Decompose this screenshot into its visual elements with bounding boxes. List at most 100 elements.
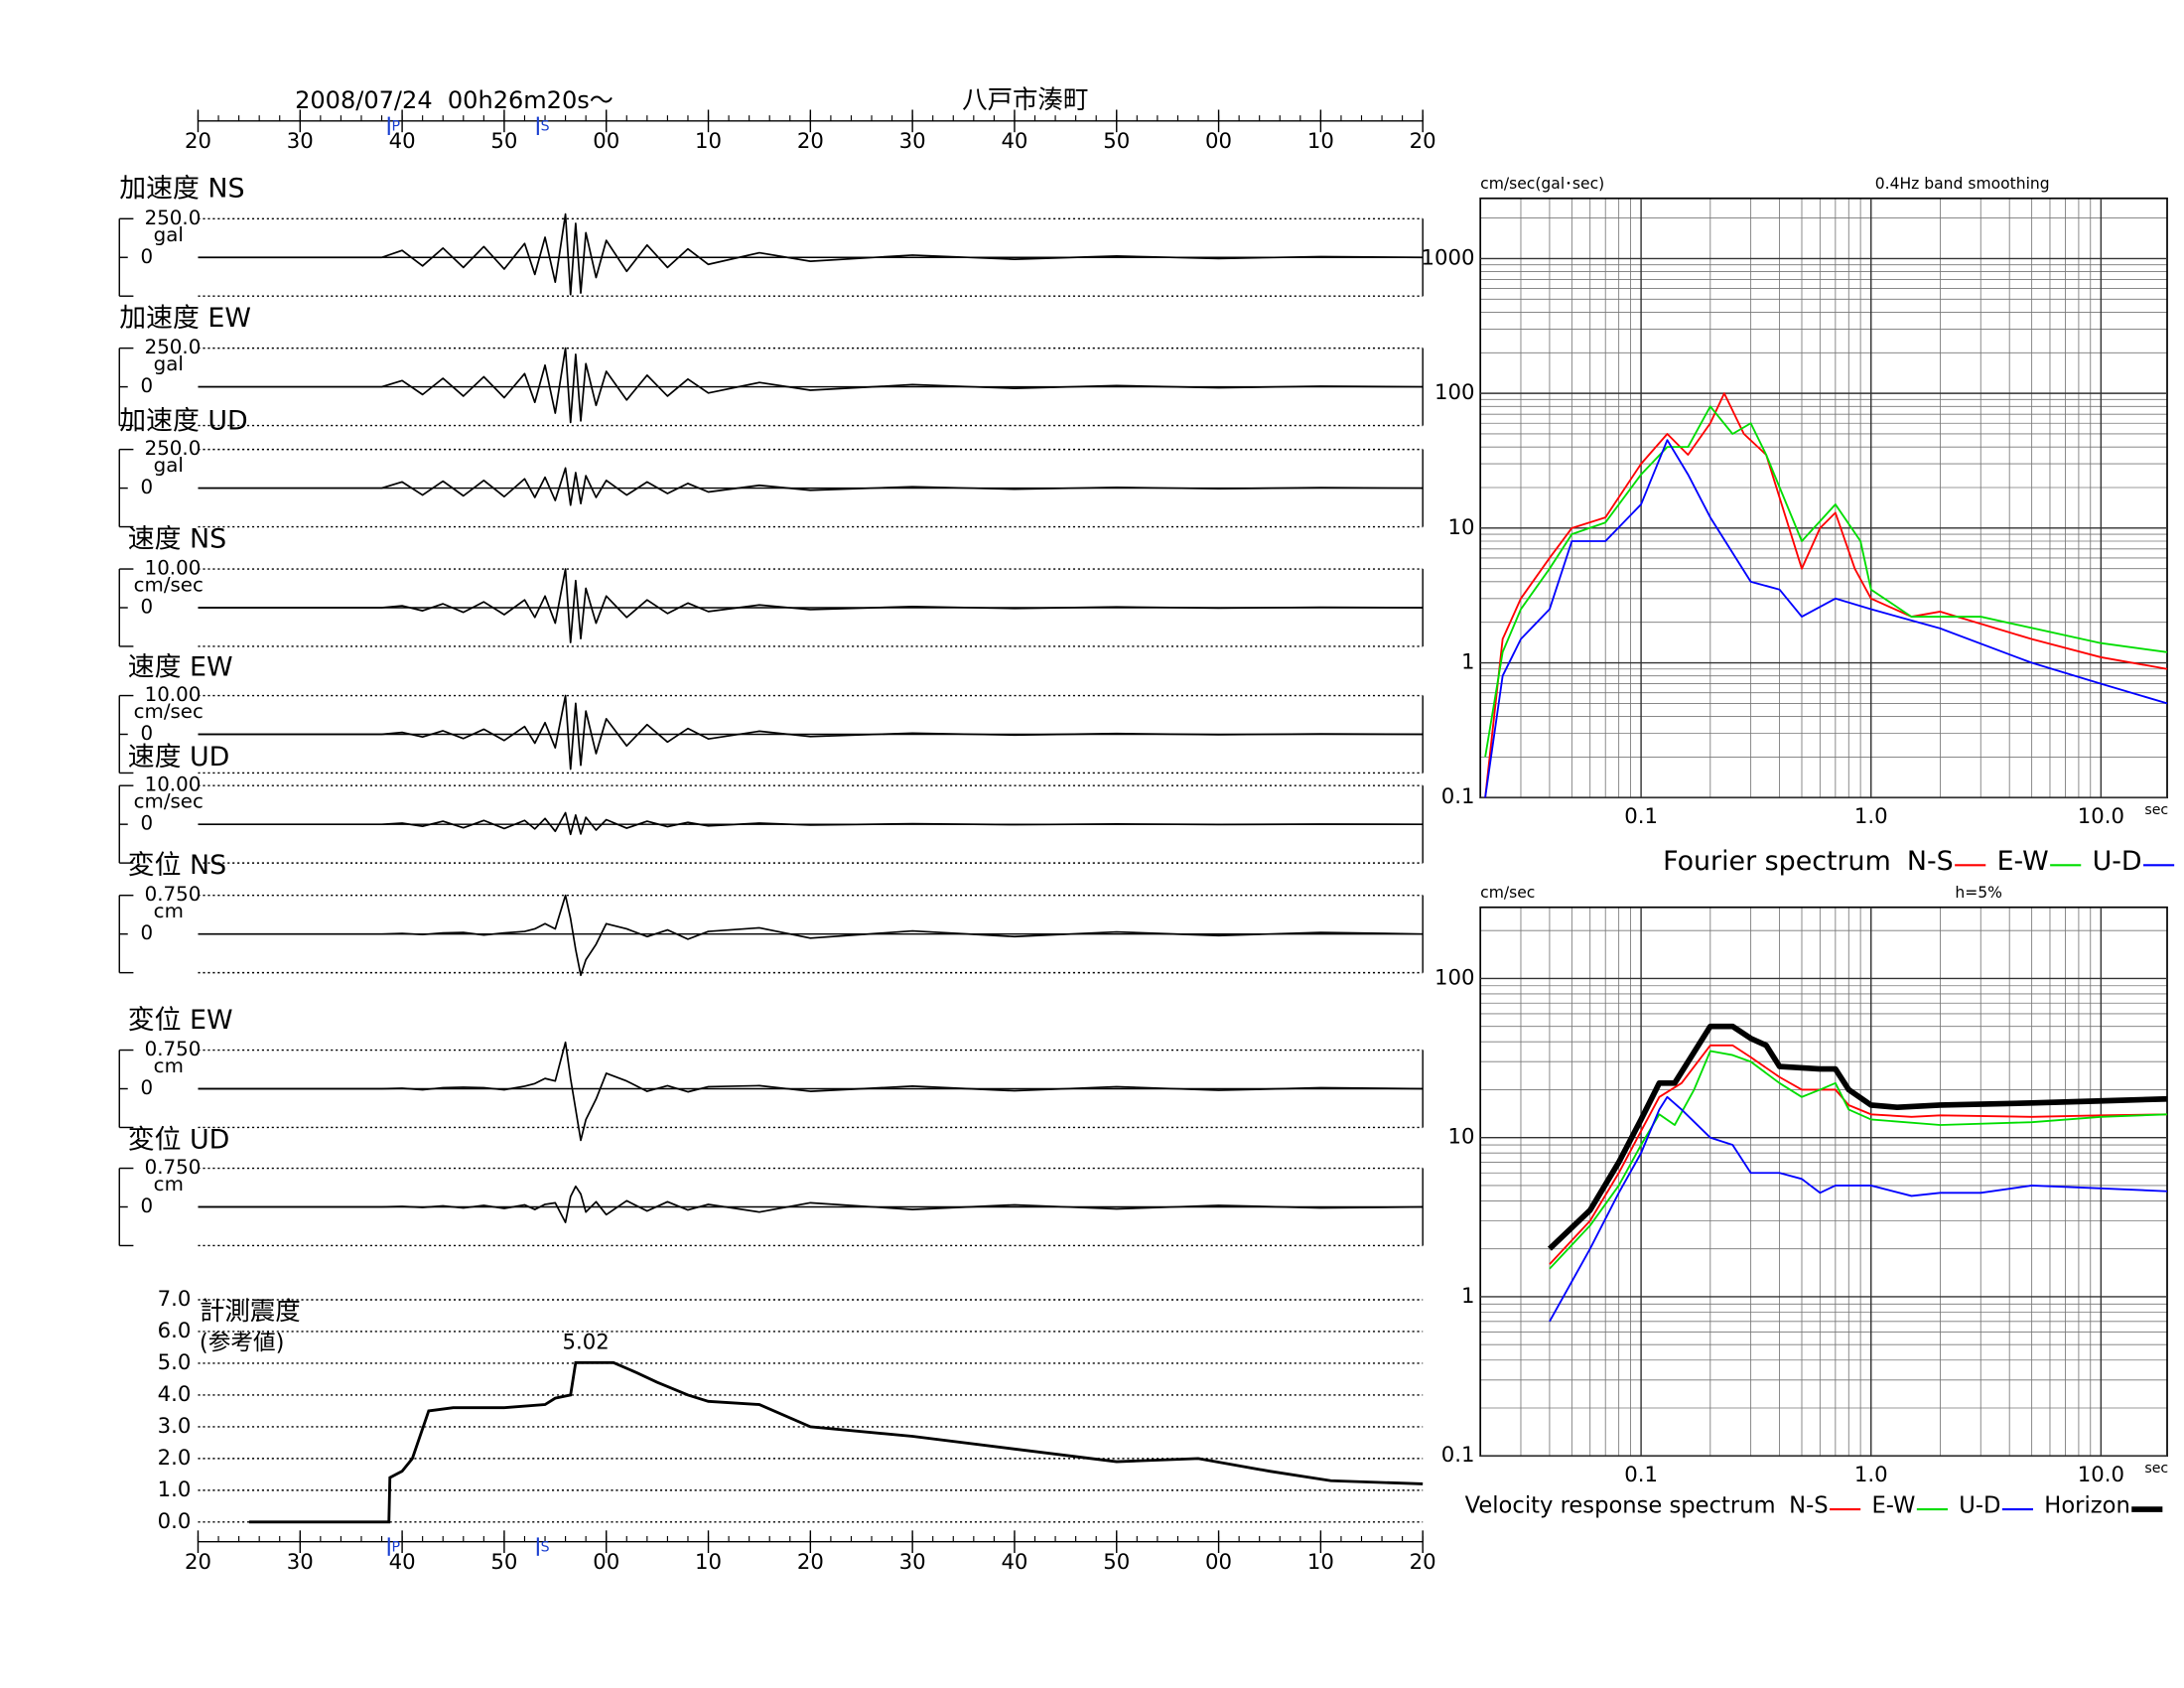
y-tick-label: 0.750 (145, 1156, 202, 1179)
intensity-title: 計測震度 (200, 1297, 301, 1327)
x-tick-label: 10 (1307, 129, 1334, 154)
trace (198, 1041, 1424, 1142)
x-tick-label: 50 (490, 129, 517, 154)
y-tick-label: 1000 (1422, 245, 1475, 270)
spectrum-line (1547, 1023, 2168, 1251)
x-tick-label: 00 (593, 129, 619, 154)
x-tick-label: 40 (389, 1550, 416, 1575)
y-axis-label: cm/sec (1480, 884, 1535, 902)
unit-label: gal (154, 352, 184, 375)
phase-label: S (541, 1539, 550, 1555)
y-tick-label: 0.1 (1441, 1443, 1475, 1468)
legend-entry: Horizon (2044, 1493, 2130, 1519)
x-tick-label: 1.0 (1854, 804, 1888, 829)
y-tick-label: 0.750 (145, 883, 202, 906)
y-tick-label: 7.0 (158, 1287, 192, 1312)
y-tick-label: 0 (140, 476, 153, 498)
panel-label: 変位 EW (128, 1005, 233, 1036)
trace (198, 1185, 1424, 1223)
y-tick-label: 0.750 (145, 1038, 202, 1060)
y-tick-label: 0.1 (1441, 784, 1475, 809)
y-tick-label: 1.0 (158, 1477, 192, 1502)
panel-label: 加速度 UD (119, 405, 247, 436)
panel-label: 変位 NS (128, 850, 226, 881)
note: h=5% (1955, 884, 2002, 902)
panel-label: 速度 EW (128, 651, 233, 682)
spectrum-line (1484, 392, 2168, 798)
legend-title: Fourier spectrum (1663, 846, 1891, 877)
y-tick-label: 1 (1461, 650, 1475, 675)
unit-label: cm/sec (134, 574, 204, 597)
unit-label: cm/sec (134, 790, 204, 813)
x-tick-label: 20 (797, 129, 824, 154)
x-tick-label: 50 (1103, 1550, 1130, 1575)
spectrum-line (1549, 1095, 2168, 1323)
station: 八戸市湊町 (962, 85, 1088, 115)
x-tick-label: 10 (1307, 1550, 1334, 1575)
unit-label: gal (154, 223, 184, 246)
x-tick-label: 00 (593, 1550, 619, 1575)
spectrum-line (1549, 1044, 2168, 1265)
x-tick-label: 0.1 (1624, 804, 1658, 829)
plot-frame (1479, 906, 2168, 1458)
y-tick-label: 5.0 (158, 1350, 192, 1375)
legend-entry: N-S (1789, 1493, 1828, 1519)
y-tick-label: 10 (1448, 1125, 1475, 1150)
unit-label: gal (154, 454, 184, 477)
x-tick-label: 30 (287, 1550, 314, 1575)
y-tick-label: 6.0 (158, 1319, 192, 1343)
y-tick-label: 100 (1434, 380, 1474, 405)
y-tick-label: 10 (1448, 515, 1475, 540)
y-tick-label: 4.0 (158, 1382, 192, 1407)
y-tick-label: 2.0 (158, 1446, 192, 1471)
legend-entry: E-W (1997, 846, 2049, 877)
x-tick-label: 10.0 (2078, 1463, 2124, 1487)
trace (198, 694, 1424, 771)
panel-label: 速度 UD (128, 742, 230, 773)
unit-label: cm (154, 1055, 184, 1077)
legend-entry: U-D (1959, 1493, 2000, 1519)
panel-label: 変位 UD (128, 1124, 230, 1155)
unit-label: cm (154, 1173, 184, 1196)
intensity-line (248, 1360, 1424, 1524)
unit-label: cm/sec (134, 700, 204, 723)
x-tick-label: 20 (1410, 1550, 1436, 1575)
intensity-subtitle: (参考値) (200, 1330, 285, 1355)
y-axis-label: cm/sec(gal･sec) (1480, 175, 1604, 193)
x-tick-label: 20 (185, 129, 211, 154)
y-tick-label: 10.00 (145, 683, 202, 706)
y-tick-label: 0 (140, 595, 153, 618)
trace (198, 811, 1424, 836)
trace (198, 467, 1424, 506)
x-tick-label: 0.1 (1624, 1463, 1658, 1487)
y-tick-label: 0 (140, 812, 153, 835)
y-tick-label: 0 (140, 374, 153, 397)
x-tick-label: 00 (1205, 1550, 1232, 1575)
note: 0.4Hz band smoothing (1875, 175, 2050, 193)
y-tick-label: 0 (140, 245, 153, 268)
x-axis-label: sec (2144, 1461, 2168, 1477)
legend-title: Velocity response spectrum (1465, 1493, 1776, 1519)
spectrum-line (1484, 439, 2168, 798)
y-tick-label: 3.0 (158, 1414, 192, 1439)
x-tick-label: 00 (1205, 129, 1232, 154)
x-tick-label: 40 (1001, 1550, 1027, 1575)
panel-label: 加速度 EW (119, 303, 251, 334)
x-tick-label: 20 (185, 1550, 211, 1575)
trace (198, 347, 1424, 424)
y-tick-label: 100 (1434, 965, 1474, 990)
y-tick-label: 0 (140, 722, 153, 745)
phase-label: P (392, 118, 401, 134)
trace (198, 212, 1424, 296)
x-tick-label: 10.0 (2078, 804, 2124, 829)
legend-entry: U-D (2093, 846, 2142, 877)
phase-label: S (541, 118, 550, 134)
phase-label: P (392, 1539, 401, 1555)
datetime: 2008/07/24 00h26m20s～ (295, 86, 614, 114)
legend-entry: N-S (1907, 846, 1954, 877)
y-tick-label: 0.0 (158, 1509, 192, 1534)
spectrum-line (1484, 405, 2168, 758)
legend-entry: E-W (1872, 1493, 1916, 1519)
